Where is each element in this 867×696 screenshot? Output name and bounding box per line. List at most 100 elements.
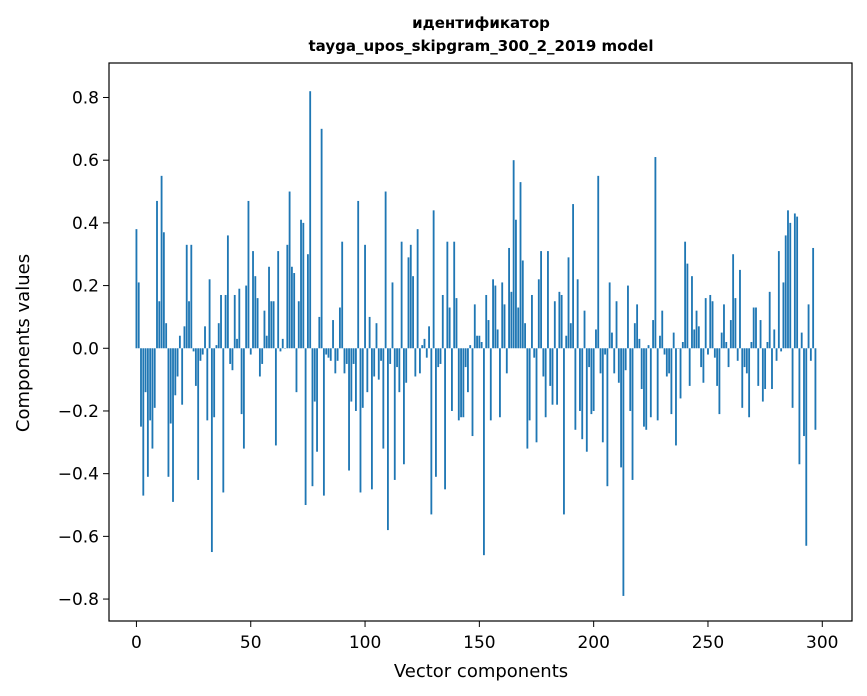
bar: [396, 348, 398, 368]
bar: [633, 323, 636, 349]
bar: [261, 348, 264, 364]
plot-frame: [108, 62, 853, 622]
bar: [700, 348, 703, 368]
bar: [258, 348, 261, 377]
bar: [528, 348, 531, 421]
bar: [796, 216, 799, 349]
bar: [265, 335, 268, 349]
bar: [739, 269, 741, 349]
bar: [684, 241, 687, 349]
bar: [217, 323, 220, 349]
bar: [327, 348, 330, 358]
bars-group: [135, 91, 817, 596]
bar: [592, 348, 595, 411]
bar: [773, 329, 776, 349]
bar: [446, 241, 449, 349]
bar: [727, 348, 730, 368]
bar: [496, 329, 499, 349]
bar: [693, 329, 696, 349]
bar: [793, 213, 796, 349]
bar: [791, 348, 794, 408]
bar: [599, 348, 602, 374]
chart-subtitle: tayga_upos_skipgram_300_2_2019 model: [309, 37, 654, 55]
bar: [407, 257, 410, 349]
bar: [704, 298, 707, 349]
bar: [354, 348, 357, 411]
bar: [236, 338, 238, 349]
bar: [343, 348, 346, 374]
bar: [318, 316, 321, 349]
bar: [736, 348, 739, 361]
y-tick-label: 0.8: [72, 88, 99, 108]
bar: [620, 348, 623, 468]
bar: [645, 348, 648, 430]
bar: [190, 244, 193, 349]
bar: [201, 348, 204, 355]
bar: [636, 304, 639, 349]
bar: [800, 332, 803, 349]
x-tick-label: 250: [692, 633, 724, 653]
bar: [768, 291, 771, 349]
bar: [622, 348, 625, 596]
bar: [316, 348, 318, 452]
x-tick-label: 50: [240, 633, 262, 653]
bar: [499, 348, 501, 418]
bar: [409, 244, 412, 349]
bar: [748, 348, 751, 418]
bar: [569, 323, 572, 349]
bar: [263, 310, 266, 349]
bar: [649, 348, 652, 418]
bar: [617, 348, 620, 383]
bar: [537, 279, 540, 349]
bar: [361, 348, 364, 408]
bar: [194, 348, 197, 386]
bar: [320, 128, 323, 349]
bar: [524, 323, 526, 349]
bar: [142, 348, 145, 496]
bar: [414, 348, 417, 377]
bar: [652, 320, 655, 349]
bar: [135, 229, 138, 349]
bar: [210, 348, 213, 553]
bar: [501, 282, 504, 349]
bar: [224, 294, 227, 349]
bar: [357, 200, 360, 349]
bar: [741, 348, 744, 408]
bar: [457, 348, 460, 421]
bar: [412, 276, 414, 349]
bar: [761, 348, 764, 402]
bar: [233, 294, 236, 349]
bar: [563, 348, 565, 515]
bar: [661, 310, 664, 349]
bar: [188, 301, 190, 349]
bar: [309, 91, 312, 349]
bar: [345, 348, 348, 364]
bar: [304, 348, 307, 506]
y-tick-label: 0.2: [72, 277, 99, 297]
bar: [565, 335, 568, 349]
bar: [681, 342, 684, 349]
bar: [222, 348, 225, 493]
bar: [281, 338, 284, 349]
bar: [432, 210, 435, 349]
bar: [370, 348, 373, 490]
bar: [242, 348, 245, 449]
bar: [807, 304, 810, 349]
y-tick-label: −0.6: [58, 527, 99, 547]
bar: [725, 342, 728, 349]
bar: [494, 285, 497, 349]
bar: [688, 348, 691, 386]
bar: [771, 348, 773, 390]
bar: [686, 263, 689, 349]
bar: [713, 348, 716, 358]
bar: [332, 320, 334, 349]
bar: [574, 348, 577, 430]
bar: [697, 326, 700, 349]
y-axis-label: Components values: [13, 254, 34, 432]
bar: [460, 348, 462, 418]
bar: [153, 348, 156, 408]
bar: [288, 191, 291, 349]
bar: [579, 348, 581, 411]
bar: [798, 348, 801, 465]
bar: [716, 348, 719, 386]
